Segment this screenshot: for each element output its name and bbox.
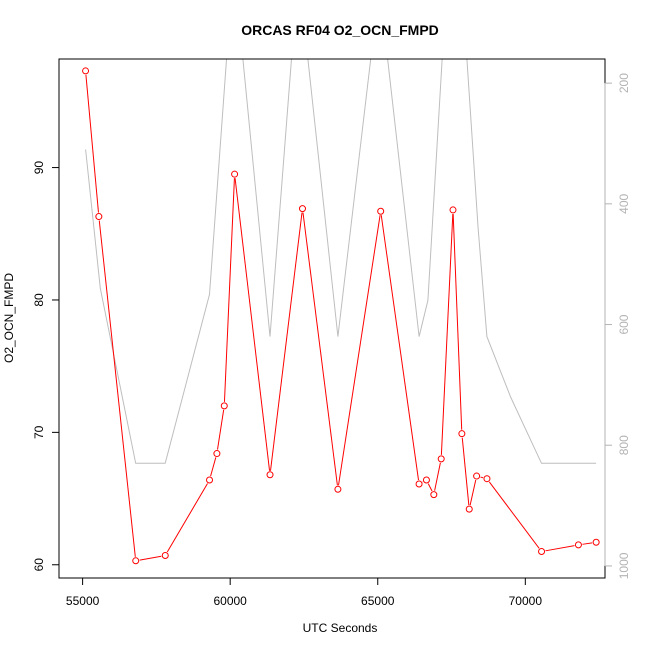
primary-series-segment (582, 542, 593, 545)
data-point (538, 548, 546, 556)
y-tick-label: 80 (32, 293, 46, 307)
primary-series-segment (440, 213, 454, 455)
y-tick-label: 90 (32, 161, 46, 175)
primary-series-segment (217, 409, 225, 450)
primary-series-segment (480, 476, 484, 479)
y2-tick-label: 1000 (617, 552, 631, 579)
y2-tick-label: 800 (617, 435, 631, 455)
primary-series-segment (223, 178, 235, 402)
primary-series-segment (98, 220, 136, 557)
data-point (213, 450, 221, 458)
data-point (458, 430, 466, 438)
data-point (231, 170, 239, 178)
primary-series-segment (85, 74, 99, 213)
plot-frame (58, 58, 606, 579)
data-point (220, 402, 228, 410)
primary-series-segment (434, 462, 441, 491)
data-point (483, 475, 491, 483)
primary-series-segment (427, 483, 433, 492)
secondary-y-axis: 200 400 600 800 1000 (604, 73, 631, 579)
data-point (430, 491, 438, 499)
data-point (334, 485, 342, 493)
primary-series-segment (166, 483, 208, 553)
primary-series-segment (545, 545, 575, 552)
primary-series-segment (234, 178, 271, 471)
primary-series-segment (380, 215, 420, 481)
chart-title: ORCAS RF04 O2_OCN_FMPD (241, 22, 439, 38)
data-point (465, 505, 473, 513)
primary-series-segment (461, 437, 470, 506)
data-point (415, 480, 423, 488)
data-point (592, 538, 600, 546)
primary-series-segment (338, 215, 381, 486)
plot-area (82, 59, 600, 565)
secondary-series-line (85, 59, 597, 464)
y-tick-label: 70 (32, 425, 46, 439)
x-tick-label: 70000 (509, 594, 543, 608)
data-point (82, 67, 90, 75)
y2-tick-label: 200 (617, 73, 631, 93)
data-point (574, 541, 582, 549)
primary-series-segment (302, 212, 338, 486)
data-point (266, 471, 274, 479)
x-axis: 55000 60000 65000 70000 (66, 577, 543, 608)
x-tick-label: 65000 (361, 594, 395, 608)
primary-series-segment (488, 481, 540, 549)
x-axis-label: UTC Seconds (303, 621, 378, 635)
y-tick-label: 60 (32, 558, 46, 572)
y2-tick-label: 600 (617, 314, 631, 334)
x-tick-label: 55000 (66, 594, 100, 608)
x-tick-label: 60000 (213, 594, 247, 608)
primary-series-segment (452, 213, 463, 430)
data-point (132, 557, 140, 565)
data-point (437, 455, 445, 463)
primary-series-segment (469, 479, 477, 506)
data-point (298, 205, 306, 213)
data-point (449, 206, 457, 214)
data-point (206, 476, 214, 484)
data-point (377, 207, 385, 215)
data-point (95, 213, 103, 221)
y-axis-label: O2_OCN_FMPD (2, 273, 16, 363)
data-point (161, 551, 169, 559)
data-point (473, 472, 481, 480)
primary-series-segment (139, 555, 162, 561)
data-point (422, 476, 430, 484)
y-axis: 60 70 80 90 (32, 161, 60, 572)
primary-series-segment (210, 457, 217, 477)
y2-tick-label: 400 (617, 194, 631, 214)
primary-series-segment (270, 212, 303, 471)
